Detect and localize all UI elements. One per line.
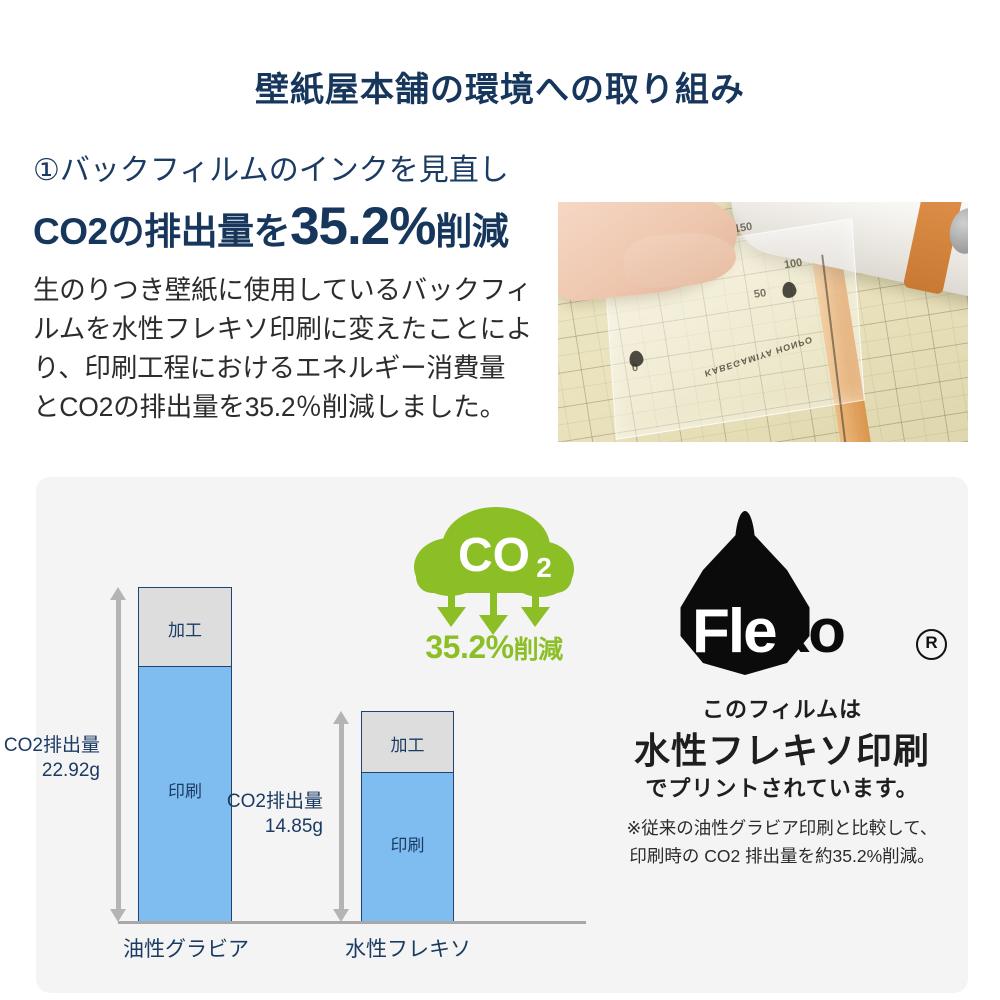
reduction-percentage: 35.2%削減 (394, 629, 594, 666)
co2-cloud-svg: CO 2 (414, 507, 574, 635)
category-label-water-flexo: 水性フレキソ (345, 938, 471, 961)
measure-value: 22.92g (41, 760, 100, 782)
flexo-note-2: 印刷時の CO2 排出量を約35.2%削減。 (629, 846, 935, 866)
measure-label-oil-gravure: CO2排出量 22.92g (0, 733, 100, 783)
registered-trademark-icon: R (916, 629, 947, 660)
measure-arrow-water-flexo (333, 711, 349, 922)
body-line: ルムを水性フレキソ印刷に変えたことによ (33, 313, 533, 344)
flexo-logo: Flexo R (648, 511, 947, 675)
flexo-line-1: このフィルムは (701, 697, 863, 722)
measure-caption: CO2排出量 (226, 791, 323, 812)
flexo-note-1: ※従来の油性グラビア印刷と比較して、 (626, 818, 938, 838)
body-line: り、印刷工程におけるエネルギー消費量 (33, 353, 506, 384)
segment-label-processing: 加工 (168, 621, 202, 640)
measure-value: 14.85g (264, 816, 323, 838)
measure-caption: CO2排出量 (3, 735, 100, 756)
body-line: 生のりつき壁紙に使用しているバックフィ (33, 274, 532, 305)
segment-label-printing: 印刷 (390, 836, 425, 855)
segment-label-printing: 印刷 (168, 782, 202, 801)
bar-water-flexo-processing: 加工 (361, 711, 454, 773)
flexo-wordmark: Flexo (692, 601, 846, 663)
reduction-suffix: 削減 (513, 636, 564, 664)
svg-text:CO: CO (458, 529, 530, 582)
lead-line: ①バックフィルムのインクを見直し (33, 154, 509, 187)
chart-baseline (118, 921, 586, 924)
flexo-line-2: 水性フレキソ印刷 (633, 730, 930, 771)
bar-oil-gravure-printing: 印刷 (138, 666, 232, 922)
measure-arrow-oil-gravure (110, 587, 126, 922)
film-logo-text: KABEGAMIYA HONPO (703, 334, 814, 379)
flexo-line-3: でプリントされています。 (645, 776, 919, 801)
ruler-tick: 50 (753, 287, 768, 301)
measure-label-water-flexo: CO2排出量 14.85g (171, 789, 323, 839)
body-copy: 生のりつき壁紙に使用しているバックフィ ルムを水性フレキソ印刷に変えたことによ … (33, 271, 533, 428)
flexo-word-black: xo (775, 597, 846, 666)
co2-emission-bar-chart: 加工 印刷 CO2排出量 22.92g 油性グラビア 加工 印刷 CO2排出量 … (4, 477, 596, 993)
bar-water-flexo-printing: 印刷 (361, 772, 454, 922)
svg-text:2: 2 (536, 552, 552, 583)
headline-prefix: CO2の排出量を (33, 210, 291, 252)
bar-oil-gravure-processing: 加工 (138, 587, 232, 667)
comparison-panel: 加工 印刷 CO2排出量 22.92g 油性グラビア 加工 印刷 CO2排出量 … (4, 477, 968, 993)
body-line: とCO2の排出量を35.2％削減しました。 (33, 392, 506, 423)
film-drop-icon (780, 279, 798, 300)
co2-cloud-icon: CO 2 (404, 495, 584, 665)
headline-suffix: 削減 (435, 210, 509, 252)
flexo-brand-block: Flexo R このフィルムは 水性フレキソ印刷 でプリントされています。 ※従… (596, 477, 968, 993)
headline: CO2の排出量を35.2%削減 (33, 194, 533, 260)
intro-text-block: ①バックフィルムのインクを見直し CO2の排出量を35.2%削減 生のりつき壁紙… (33, 152, 533, 428)
page-title: 壁紙屋本舗の環境への取り組み (255, 71, 745, 109)
segment-label-processing: 加工 (390, 736, 425, 755)
category-label-oil-gravure: 油性グラビア (123, 938, 249, 961)
flexo-word-white: Fle (692, 597, 778, 666)
reduction-value: 35.2% (425, 629, 514, 665)
headline-value: 35.2% (290, 196, 436, 256)
wallpaper-film-photo: KABEGAMIYA HONPO 0 50 100 150 (558, 202, 968, 442)
